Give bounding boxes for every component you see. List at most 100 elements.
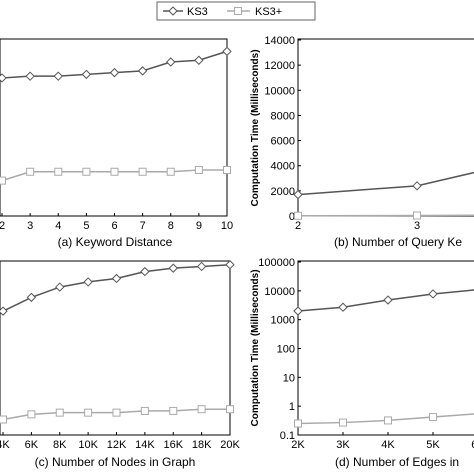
panel-b-x-tick-label: 2 (295, 220, 301, 232)
panel-c-ks3-point-0 (0, 306, 8, 316)
panel-c-ks3-point-3 (83, 277, 93, 287)
panel-a-caption: (a) Keyword Distance (58, 235, 173, 249)
panel-d-x-tick-label: 4K (381, 439, 395, 451)
legend-ks3plus-label: KS3+ (255, 6, 282, 18)
panel-b-y-tick-label: 14000 (264, 35, 295, 47)
panel-a-ks3plus-point-8 (223, 165, 231, 174)
panel-a-x-tick-label: 8 (168, 220, 174, 232)
panel-b-series-ks3-line (297, 171, 474, 196)
panel-d-x-tick-label: 6K (471, 439, 474, 451)
panel-d-caption: (d) Number of Edges in (335, 455, 459, 469)
panel-a-ks3-point-2 (53, 71, 63, 81)
panel-a-keyword-distance: 2 3 4 5 6 7 8 9 10 (a) Keyword Distance (0, 38, 233, 249)
panel-c-ks3-point-1 (26, 292, 37, 303)
panel-d-ks3-point-1 (338, 302, 348, 312)
panel-a-x-tick-label: 4 (55, 220, 61, 232)
panel-b-plot-frame (297, 38, 474, 217)
panel-d-y-tick-label: 10000 (264, 286, 295, 298)
panel-b-y-tick-label: 0 (289, 211, 295, 223)
panel-b-caption: (b) Number of Query Ke (334, 235, 462, 249)
panel-b-ks3plus-point-0 (294, 211, 302, 220)
panel-d-edges-in-graph: Computation Time (Milliseconds) 0.1 1 10 10… (250, 257, 474, 469)
panel-d-ks3plus-point-2 (384, 416, 392, 425)
panel-a-x-tick-label: 2 (0, 220, 5, 232)
panel-b-ks3-point-0 (293, 189, 303, 200)
panel-d-y-tick-label: 1000 (271, 315, 295, 327)
panel-d-ks3-point-2 (383, 295, 393, 305)
panel-a-x-tick-label: 7 (140, 220, 146, 232)
panel-a-ks3plus-point-3 (82, 167, 91, 176)
panel-a-ks3-point-1 (25, 71, 35, 81)
panel-a-x-tick-label: 10 (221, 220, 233, 232)
panel-c-ks3-point-5 (140, 266, 150, 277)
panel-a-ks3plus-point-5 (138, 167, 147, 176)
panel-c-ks3-point-7 (196, 261, 207, 272)
panel-a-ks3-point-0 (0, 73, 7, 83)
panel-c-ks3plus-point-1 (27, 410, 36, 419)
panel-a-ks3-point-6 (166, 57, 176, 67)
panel-c-ks3-point-8 (225, 260, 235, 270)
panel-c-ks3plus-point-0 (0, 415, 7, 424)
panel-d-ks3-point-0 (293, 306, 303, 316)
panel-a-ks3plus-point-4 (110, 167, 119, 176)
panel-b-y-tick-label: 12000 (264, 60, 295, 72)
panel-c-x-tick-label: 8K (53, 439, 67, 451)
panel-d-y-tick-label: 100 (277, 344, 295, 356)
panel-c-nodes-in-graph: 4K 6K 8K 10K 12K 14K 16K 18K 20K (c) Number of N… (0, 260, 240, 469)
panel-d-ks3plus-point-0 (294, 419, 302, 428)
panel-b-ks3plus-point-1 (413, 211, 421, 220)
panel-b-query-keywords: Computation Time (Milliseconds) 0 2000 400… (250, 35, 474, 249)
panel-c-ks3-point-4 (111, 273, 122, 284)
panel-c-caption: (c) Number of Nodes in Graph (35, 455, 196, 469)
panel-c-ks3plus-point-2 (55, 408, 64, 417)
panel-b-y-axis-label: Computation Time (Milliseconds) (250, 49, 261, 206)
panel-b-y-tick-label: 10000 (264, 85, 295, 97)
panel-c-series-ks3-line (2, 263, 231, 312)
panel-a-ks3plus-point-7 (194, 165, 203, 174)
panel-a-ks3-point-5 (137, 66, 148, 76)
panel-a-ks3plus-point-6 (166, 167, 175, 176)
panel-a-ks3-point-8 (222, 46, 232, 57)
legend: KS3 KS3+ (156, 1, 316, 21)
panel-c-x-tick-label: 16K (163, 439, 183, 451)
panel-a-x-tick-label: 6 (111, 220, 117, 232)
panel-a-x-tick-label: 5 (83, 220, 89, 232)
legend-ks3plus-square-marker (234, 7, 242, 15)
panel-c-ks3plus-point-4 (112, 408, 121, 417)
panel-a-ks3-point-4 (109, 67, 120, 78)
panel-d-x-tick-label: 5K (426, 439, 440, 451)
panel-c-ks3plus-point-8 (226, 405, 234, 414)
panel-b-y-tick-label: 4000 (271, 161, 295, 173)
panel-d-y-tick-label: 1 (289, 401, 295, 413)
panel-c-x-tick-label: 20K (220, 439, 240, 451)
panel-c-x-tick-label: 4K (0, 439, 10, 451)
legend-ks3-diamond-marker (168, 6, 178, 16)
panel-d-y-tick-label: 0.1 (280, 430, 295, 442)
panel-d-y-tick-label: 100000 (258, 257, 295, 269)
panel-a-x-tick-label: 3 (27, 220, 33, 232)
panel-b-series-ks3plus-line (297, 214, 474, 217)
panel-a-ks3plus-point-0 (0, 176, 6, 185)
panel-c-ks3plus-point-6 (169, 406, 178, 415)
panel-c-x-tick-label: 18K (192, 439, 212, 451)
panel-a-plot-frame (0, 38, 228, 217)
panel-c-x-tick-label: 12K (107, 439, 127, 451)
panel-d-x-tick-label: 3K (336, 439, 350, 451)
panel-b-x-tick-label: 3 (414, 220, 420, 232)
panel-a-ks3plus-point-2 (54, 167, 63, 176)
panel-d-ks3plus-point-3 (429, 413, 437, 422)
panel-d-ks3plus-point-1 (339, 418, 347, 427)
panel-b-y-tick-label: 6000 (271, 136, 295, 148)
panel-d-y-axis-label: Computation Time (Milliseconds) (250, 269, 261, 426)
panel-b-ks3-point-1 (412, 181, 422, 191)
panel-d-y-tick-label: 10 (283, 372, 295, 384)
panel-b-y-tick-label: 2000 (271, 186, 295, 198)
panel-b-y-tick-label: 8000 (271, 110, 295, 122)
panel-c-x-tick-label: 6K (25, 439, 39, 451)
panel-c-x-tick-label: 10K (78, 439, 98, 451)
panel-d-x-tick-label: 2K (291, 439, 305, 451)
panel-a-ks3-point-7 (194, 55, 204, 65)
panel-c-ks3plus-point-3 (84, 408, 93, 417)
panel-d-plot-frame (297, 260, 474, 436)
